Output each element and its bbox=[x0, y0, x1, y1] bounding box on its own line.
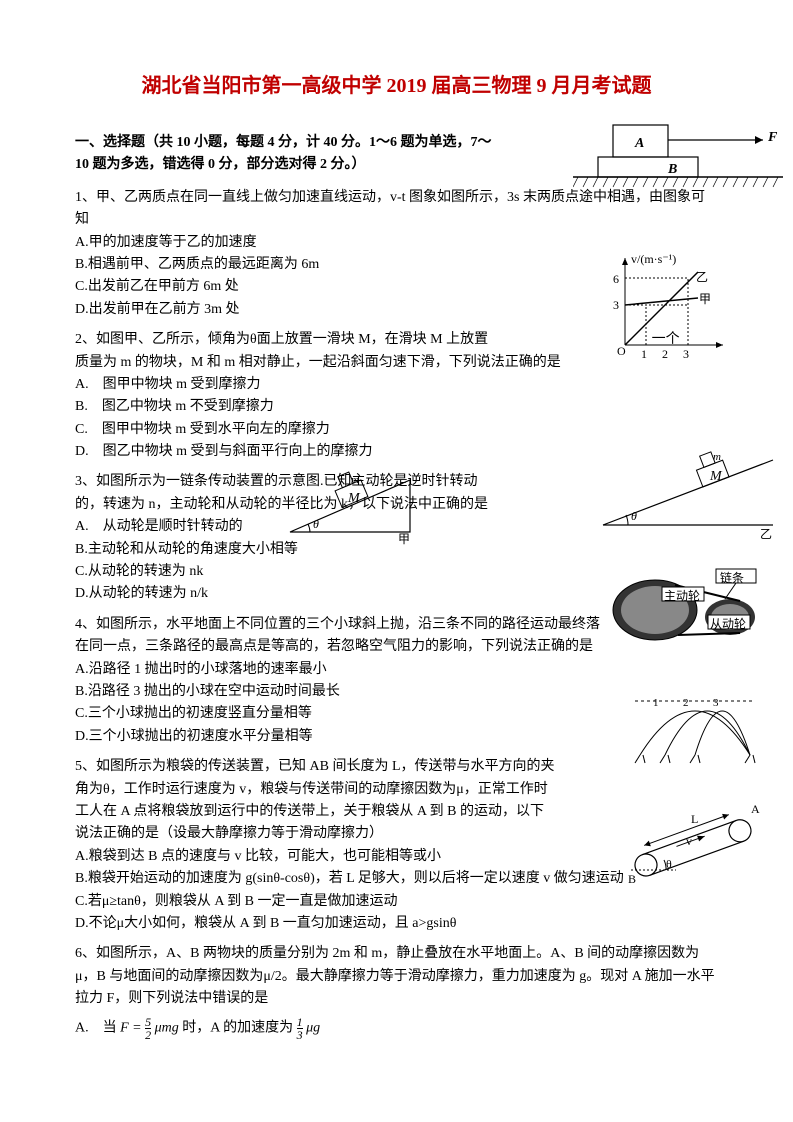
conv-B: B bbox=[628, 870, 636, 889]
conv-theta: θ bbox=[666, 855, 672, 874]
q2-opt-a: A. 图甲中物块 m 受到摩擦力 bbox=[75, 374, 718, 396]
incline2-m: m bbox=[713, 449, 721, 467]
vt-ylabel: v/(m·s⁻¹) bbox=[631, 250, 676, 269]
q4-opt-b: B.沿路径 3 抛出的小球在空中运动时间最长 bbox=[75, 681, 718, 703]
q4-opt-c: C.三个小球抛出的初速度竖直分量相等 bbox=[75, 703, 718, 725]
q2-stem2: 质量为 m 的物块，M 和 m 相对静止，一起沿斜面匀速下滑，下列说法正确的是 bbox=[75, 352, 718, 374]
q4-stem: 4、如图所示，水平地面上不同位置的三个小球斜上抛，沿三条不同的路径运动最终落在同… bbox=[75, 614, 605, 659]
q4-opt-a: A.沿路径 1 抛出时的小球落地的速率最小 bbox=[75, 659, 718, 681]
conv-A: A bbox=[751, 800, 760, 819]
figure-projectile: 1 2 3 bbox=[625, 685, 765, 765]
label-f: F bbox=[768, 127, 777, 149]
q5-opt-d: D.不论μ大小如何，粮袋从 A 到 B 一直匀加速运动，且 a>gsinθ bbox=[75, 913, 718, 935]
vt-jia: 甲 bbox=[699, 290, 711, 309]
q5-opt-a: A.粮袋到达 B 点的速度与 v 比较，可能大，也可能相等或小 bbox=[75, 846, 718, 868]
figure-conveyor: A B L v θ bbox=[626, 800, 771, 885]
q2-extra: 一个 bbox=[652, 332, 680, 347]
q3-opt-a: A. 从动轮是顺时针转动的 bbox=[75, 516, 718, 538]
conv-v: v bbox=[686, 832, 692, 851]
q5-stem: 5、如图所示为粮袋的传送装置，已知 AB 间长度为 L，传送带与水平方向的夹角为… bbox=[75, 756, 555, 846]
q5-opt-c: C.若μ≥tanθ，则粮袋从 A 到 B 一定一直是做加速运动 bbox=[75, 891, 718, 913]
chain-label: 链条 bbox=[720, 569, 744, 588]
vt-3: 3 bbox=[613, 296, 619, 315]
q6-stem: 6、如图所示，A、B 两物块的质量分别为 2m 和 m，静止叠放在水平地面上。A… bbox=[75, 943, 718, 1010]
vt-yi: 乙 bbox=[696, 268, 708, 287]
conv-L: L bbox=[691, 810, 698, 829]
q6-opt-a: A. 当 F = 5 2 μmg 时，A 的加速度为 1 3 μg bbox=[75, 1016, 718, 1041]
q2-opt-c: C. 图甲中物块 m 受到水平向左的摩擦力 bbox=[75, 419, 718, 441]
q2-stem: 2、如图甲、乙所示，倾角为θ面上放置一滑块 M，在滑块 M 上放置 一个 bbox=[75, 329, 718, 351]
q3-stem: 3、如图所示为一链条传动装置的示意图.已知主动轮是逆时针转动的，转速为 n，主动… bbox=[75, 471, 505, 516]
label-b: B bbox=[668, 159, 677, 181]
driver-label: 主动轮 bbox=[664, 587, 700, 606]
q2-opt-b: B. 图乙中物块 m 不受到摩擦力 bbox=[75, 396, 718, 418]
q1-stem: 1、甲、乙两质点在同一直线上做匀加速直线运动，v-t 图象如图所示，3s 末两质… bbox=[75, 187, 718, 232]
label-a: A bbox=[635, 133, 644, 155]
figure-block-force: A B F bbox=[573, 115, 783, 195]
q5-opt-b: B.粮袋开始运动的加速度为 g(sinθ-cosθ)，若 L 足够大，则以后将一… bbox=[75, 868, 718, 890]
q4-opt-d: D.三个小球抛出的初速度水平分量相等 bbox=[75, 726, 718, 748]
section-header: 一、选择题（共 10 小题，每题 4 分，计 40 分。1～6 题为单选，7～1… bbox=[75, 132, 495, 177]
incline-yi-label: 乙 bbox=[760, 525, 772, 544]
vt-6: 6 bbox=[613, 270, 619, 289]
page-title: 湖北省当阳市第一高级中学 2019 届高三物理 9 月月考试题 bbox=[75, 70, 718, 102]
